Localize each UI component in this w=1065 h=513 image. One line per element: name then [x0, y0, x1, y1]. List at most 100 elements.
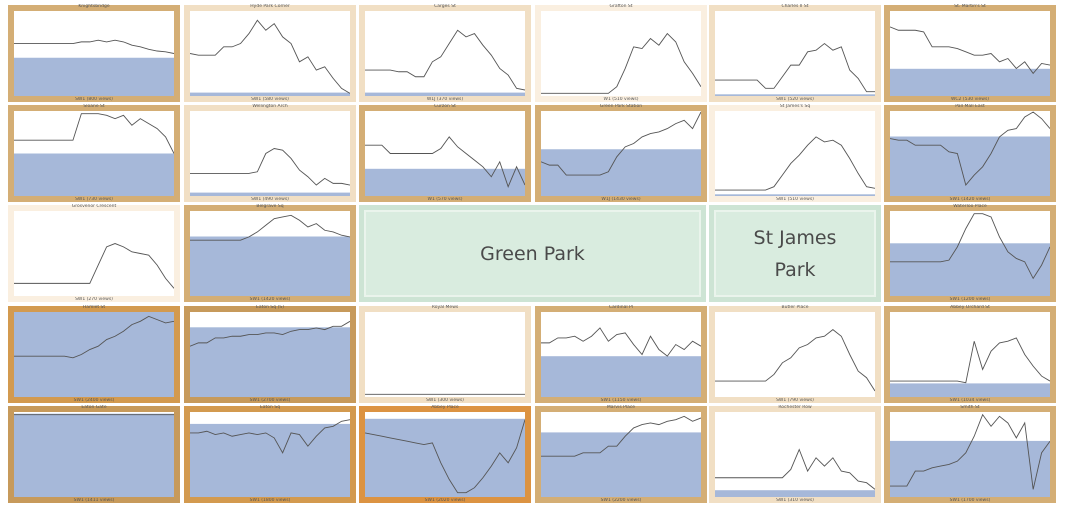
panel-chart-svg [190, 320, 350, 397]
panel-title: Belgrave Sq [256, 204, 284, 209]
panel-plot [890, 312, 1050, 397]
panel-title: Eaton Sq (S) [256, 305, 284, 310]
median-band [190, 236, 350, 296]
street-panel: Hamlet St SW1 (2400 views) [8, 305, 180, 403]
series-line [190, 419, 350, 454]
median-band [715, 194, 875, 196]
panel-title: Curzon St [434, 104, 456, 109]
panel-plot [14, 111, 174, 196]
median-band [14, 153, 174, 196]
street-panel: Abbey Place SW1 (2020 views) [359, 405, 531, 503]
panel-title: Cardinal Pl [608, 305, 634, 310]
street-panel: Hyde Park Corner SW1 (580 views) [184, 4, 356, 102]
panel-footer: SW1 (730 views) [75, 197, 113, 202]
street-panel: St James's Sq SW1 (510 views) [709, 104, 881, 202]
panel-chart-svg [890, 213, 1050, 296]
median-band [365, 92, 525, 96]
panel-plot [365, 111, 525, 196]
panel-footer: SW1 (1411 views) [73, 498, 115, 503]
median-band [890, 68, 1050, 96]
series-line [365, 419, 525, 494]
panel-footer: SW1 (310 views) [776, 498, 814, 503]
panel-chart-svg [190, 419, 350, 497]
panel-title: Waterloo Place [953, 204, 987, 209]
panel-chart-svg [190, 214, 350, 296]
panel-footer: SW1 (1420 views) [249, 297, 291, 302]
panel-title: Sloane St [83, 104, 105, 109]
median-band [890, 243, 1050, 296]
panel-title: Rochester Row [778, 405, 812, 410]
panel-footer: W1 (570 views) [427, 197, 463, 202]
median-band [715, 490, 875, 497]
panel-plot [14, 11, 174, 96]
panel-footer: SW1 (1420 views) [949, 197, 991, 202]
street-panel: Abbey Orchard St SW1 (1034 views) [884, 305, 1056, 403]
median-band [541, 356, 701, 397]
median-band [715, 94, 875, 96]
panel-plot [365, 312, 525, 397]
panel-footer: W1J (370 views) [426, 97, 464, 102]
median-band [365, 168, 525, 196]
panel-chart-svg [190, 19, 350, 96]
panel-title: Grosvenor Crescent [71, 204, 117, 209]
panel-title: Pall Mall East [955, 104, 985, 109]
panel-title: St. Martin's St [954, 4, 986, 9]
street-panel: Sloane St SW1 (730 views) [8, 104, 180, 202]
panel-title: St James's Sq [779, 104, 811, 109]
series-line [14, 39, 174, 54]
median-band [14, 57, 174, 96]
street-panel: Smith St SW1 (1700 views) [884, 405, 1056, 503]
panel-plot [190, 412, 350, 497]
series-line [14, 113, 174, 154]
panel-chart-svg [890, 26, 1050, 96]
panel-plot [14, 412, 174, 497]
panel-title: Green Park Station [599, 104, 643, 109]
panel-title: Knightsbridge [78, 4, 110, 9]
series-line [190, 214, 350, 241]
series-line [541, 111, 701, 176]
panel-title: Abbey Orchard St [950, 305, 990, 310]
panel-plot [541, 111, 701, 196]
panel-title: Hyde Park Corner [250, 4, 290, 9]
panel-plot [715, 412, 875, 497]
panel-footer: SW1 (2400 views) [73, 398, 115, 403]
panel-chart-svg [365, 29, 525, 96]
panel-plot [715, 312, 875, 397]
street-panel: Marvis Place SW1 (2200 views) [535, 405, 707, 503]
street-panel: Waterloo Place SW1 (1200 views) [884, 204, 1056, 302]
panel-title: Smith St [960, 405, 980, 410]
series-line [890, 337, 1050, 384]
median-band [541, 432, 701, 497]
panel-plot [890, 11, 1050, 96]
panel-footer: SW1 (520 views) [776, 97, 814, 102]
median-band [890, 383, 1050, 397]
series-line [365, 136, 525, 188]
panel-chart-svg [541, 327, 701, 397]
street-panel: Charles II St SW1 (520 views) [709, 4, 881, 102]
panel-plot [190, 312, 350, 397]
median-band [890, 136, 1050, 196]
panel-title: Hamlet St [82, 305, 106, 310]
panel-footer: W1J (1430 views) [601, 197, 641, 202]
panel-footer: SW1 (510 views) [776, 197, 814, 202]
median-band [890, 440, 1050, 497]
panel-chart-svg [890, 413, 1050, 497]
panel-footer: SW1 (1700 views) [949, 498, 991, 503]
panel-chart-svg [715, 448, 875, 497]
panel-title: Carges St [434, 4, 456, 9]
median-band [190, 327, 350, 397]
panel-plot [190, 111, 350, 196]
panel-plot [890, 211, 1050, 296]
park-label-line: Green Park [480, 242, 585, 265]
panel-chart-svg [14, 113, 174, 196]
panel-title: Royal Mews [431, 305, 459, 310]
panel-chart-svg [890, 111, 1050, 196]
panel-footer: SW1 (790 views) [776, 398, 814, 403]
panel-title: Charles II St [781, 4, 809, 9]
panel-plot [715, 11, 875, 96]
series-line [890, 111, 1050, 186]
panel-chart-svg [715, 42, 875, 96]
panel-title: Marvis Place [606, 405, 636, 410]
panel-chart-svg [541, 111, 701, 196]
